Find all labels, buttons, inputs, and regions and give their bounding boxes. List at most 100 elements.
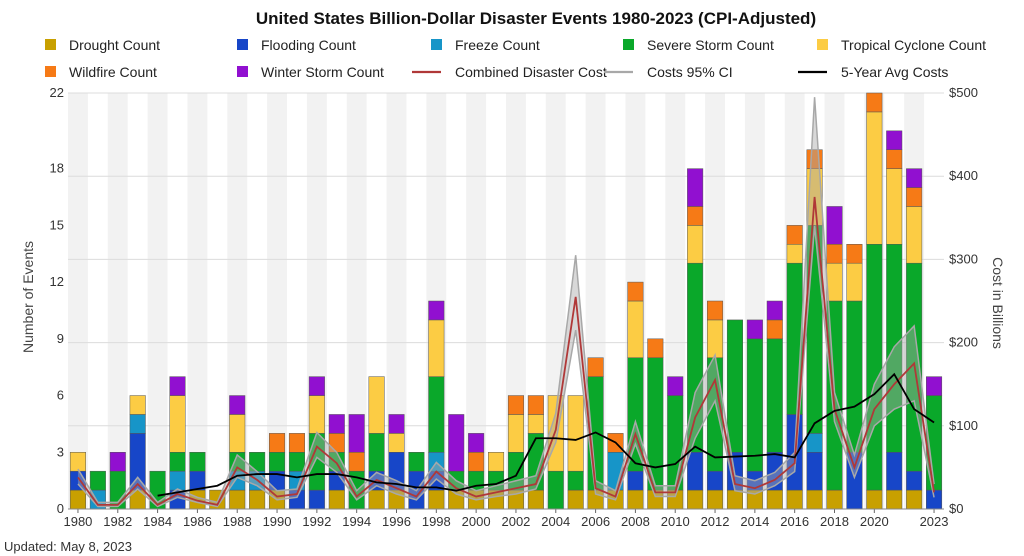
ci-lower-line (77, 226, 935, 508)
bar-wildfire-count-2020 (866, 92, 883, 113)
bar-severe-storm-count-2019 (846, 300, 863, 453)
footnote: Updated: May 8, 2023 (4, 539, 132, 554)
y-axis-right-label: Cost in Billions (990, 257, 1006, 349)
y-right-tick-label: $500 (949, 85, 978, 100)
bar-drought-count-2015 (766, 489, 783, 510)
bar-tropical-cyclone-count-2011 (687, 225, 704, 264)
x-tick-label: 1982 (103, 514, 132, 529)
bar-flooding-count-2017 (806, 452, 823, 491)
bar-severe-storm-count-1991 (288, 452, 305, 472)
x-tick-label: 2012 (701, 514, 730, 529)
legend-label: Winter Storm Count (261, 64, 384, 80)
y-left-tick-label: 15 (50, 217, 64, 232)
bar-severe-storm-count-2004 (547, 470, 564, 510)
bar-winter-storm-count-2021 (886, 130, 903, 150)
x-tick-label: 2008 (621, 514, 650, 529)
x-tick-label: 1984 (143, 514, 172, 529)
bar-winter-storm-count-2023 (926, 376, 943, 396)
bar-winter-storm-count-1985 (169, 376, 186, 396)
bar-drought-count-2016 (786, 489, 803, 510)
bar-winter-storm-count-1999 (448, 414, 465, 472)
y-right-tick-label: $100 (949, 418, 978, 433)
bar-wildfire-count-2019 (846, 244, 863, 264)
bar-drought-count-1980 (69, 489, 86, 510)
bar-winter-storm-count-2022 (906, 168, 923, 188)
y-left-tick-label: 0 (57, 501, 64, 516)
bar-drought-count-2022 (906, 489, 923, 510)
background-band (187, 93, 208, 509)
bar-flooding-count-2021 (886, 452, 903, 491)
bar-drought-count-2012 (707, 489, 724, 510)
legend-swatch (431, 39, 442, 50)
background-band (267, 93, 287, 509)
bar-severe-storm-count-2020 (866, 244, 883, 491)
bar-tropical-cyclone-count-2021 (886, 168, 903, 245)
bar-wildfire-count-2008 (627, 281, 644, 302)
bar-drought-count-1988 (229, 489, 246, 510)
bar-winter-storm-count-1994 (348, 414, 365, 453)
x-tick-label: 2010 (661, 514, 690, 529)
bar-wildfire-count-2006 (587, 357, 604, 377)
bar-tropical-cyclone-count-1998 (428, 319, 445, 377)
bar-tropical-cyclone-count-2020 (866, 111, 883, 245)
bar-drought-count-2020 (866, 489, 883, 510)
bar-tropical-cyclone-count-1983 (129, 395, 146, 415)
x-tick-label: 2014 (740, 514, 769, 529)
x-tick-label: 1980 (63, 514, 92, 529)
bar-drought-count-1993 (328, 489, 345, 510)
bar-winter-storm-count-2014 (746, 319, 763, 340)
x-tick-label: 1990 (263, 514, 292, 529)
bar-flooding-count-2008 (627, 470, 644, 491)
bar-severe-storm-count-2014 (746, 338, 763, 472)
bar-winter-storm-count-1996 (388, 414, 405, 434)
bar-drought-count-2005 (567, 489, 584, 510)
bar-winter-storm-count-1998 (428, 300, 445, 321)
bar-drought-count-2003 (527, 489, 544, 510)
x-tick-label: 1992 (302, 514, 331, 529)
x-tick-label: 2016 (780, 514, 809, 529)
x-tick-label: 2004 (541, 514, 570, 529)
bar-wildfire-count-2015 (766, 319, 783, 340)
bar-severe-storm-count-1997 (408, 452, 425, 472)
bar-wildfire-count-2003 (527, 395, 544, 415)
bar-flooding-count-2011 (687, 452, 704, 491)
bar-winter-storm-count-2018 (826, 206, 843, 245)
bar-winter-storm-count-1992 (308, 376, 325, 396)
bar-severe-storm-count-2005 (567, 470, 584, 491)
bar-flooding-count-1992 (308, 489, 325, 510)
plot-area: 0 3 6 9 12 15 18 22 $0 $100 $200 $300 $400 $500 1980 19… (50, 85, 978, 529)
bar-winter-storm-count-2010 (667, 376, 684, 396)
bar-tropical-cyclone-count-2012 (707, 319, 724, 358)
y-left-tick-label: 3 (57, 444, 64, 459)
bar-flooding-count-2022 (906, 470, 923, 491)
bar-severe-storm-count-1990 (269, 452, 286, 472)
x-tick-label: 2000 (462, 514, 491, 529)
y-right-tick-label: $0 (949, 501, 963, 516)
x-tick-label: 2002 (501, 514, 530, 529)
bar-wildfire-count-2000 (468, 452, 485, 472)
legend-label: 5-Year Avg Costs (841, 64, 948, 80)
bar-drought-count-1989 (249, 489, 266, 510)
bar-wildfire-count-2016 (786, 225, 803, 245)
bar-wildfire-count-2011 (687, 206, 704, 226)
bar-severe-storm-count-1985 (169, 452, 186, 472)
y-left-tick-label: 6 (57, 388, 64, 403)
bar-tropical-cyclone-count-2003 (527, 414, 544, 434)
legend-label: Severe Storm Count (647, 37, 774, 53)
legend-label: Tropical Cyclone Count (841, 37, 986, 53)
background-band (346, 93, 367, 509)
legend-swatch (623, 39, 634, 50)
bar-winter-storm-count-2000 (468, 433, 485, 453)
bar-severe-storm-count-2013 (726, 319, 743, 453)
bar-wildfire-count-1990 (269, 433, 286, 453)
bar-severe-storm-count-1995 (368, 433, 385, 472)
bar-tropical-cyclone-count-1995 (368, 376, 385, 434)
legend-swatch (237, 39, 248, 50)
chart-title: United States Billion-Dollar Disaster Ev… (256, 9, 816, 28)
bar-drought-count-1998 (428, 489, 445, 510)
bar-drought-count-2011 (687, 489, 704, 510)
background-band (147, 93, 168, 509)
bar-severe-storm-count-2015 (766, 338, 783, 453)
legend-label: Wildfire Count (69, 64, 157, 80)
bar-winter-storm-count-1993 (328, 414, 345, 434)
